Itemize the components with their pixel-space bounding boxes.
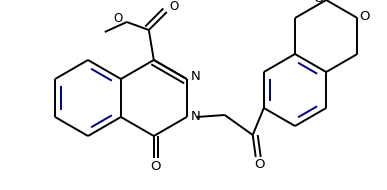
Text: O: O — [255, 158, 265, 172]
Text: O: O — [359, 10, 370, 24]
Text: O: O — [313, 0, 324, 6]
Text: O: O — [113, 12, 122, 25]
Text: N: N — [191, 70, 200, 83]
Text: O: O — [151, 159, 161, 173]
Text: N: N — [191, 111, 200, 124]
Text: O: O — [169, 1, 178, 13]
